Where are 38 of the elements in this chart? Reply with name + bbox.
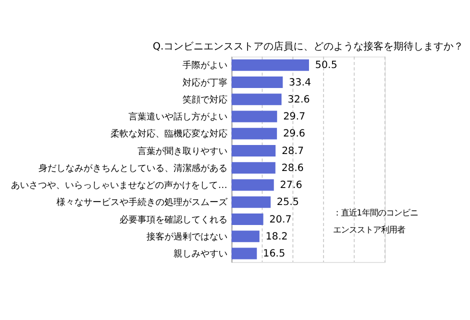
data-label: 32.6 [288,94,310,106]
bar [232,145,276,157]
bar [232,248,257,260]
y-tick-label: 言葉遣いや話し方がよい [128,112,228,123]
bar [232,76,283,88]
bar [232,128,277,140]
data-label: 29.7 [283,112,306,123]
y-tick-label: 言葉が聞き取りやすい [137,146,228,157]
data-label: 18.2 [266,231,288,242]
y-tick-label: 様々なサービスや手続きの処理がスムーズ [56,197,228,208]
bar [232,162,276,174]
data-label: 20.7 [269,214,292,226]
y-tick-label: 手際がよい [182,60,228,72]
data-label: 28.6 [282,162,304,174]
y-tick-label: あいさつや、いらっしゃいませなどの声かけをして… [11,180,228,192]
bar [232,196,271,208]
data-label: 16.5 [262,248,286,260]
y-tick-label: 必要事項を確認してくれる [119,214,228,226]
data-label: 28.7 [282,146,304,157]
bar [232,214,264,225]
bar [232,179,274,191]
y-tick-label: 身だしなみがきちんとしている、清潔感がある [38,162,228,174]
bar [232,94,282,106]
y-tick-label: 笑顔で対応 [182,94,228,106]
data-label: 27.6 [280,180,302,192]
bar [232,230,260,242]
chart-title: Q.コンビニエンスストアの店員に、どのような接客を期待しますか？ [152,40,464,52]
y-tick-label: 柔軟な対応、臨機応変な対応 [110,128,228,140]
data-label: 25.5 [276,197,299,208]
data-label: 29.6 [283,128,306,140]
annotation: ：直近1年間のコンビニエンスストア利用者 [332,208,418,234]
y-tick-label: 親しみやすい [173,248,228,260]
data-label: 33.4 [288,77,312,88]
y-tick-label: 接客が過剰ではない [146,231,228,242]
y-tick-label: 対応が丁寧 [182,77,228,88]
data-label: 50.5 [315,60,338,72]
bar [232,59,309,71]
bar [232,110,278,122]
